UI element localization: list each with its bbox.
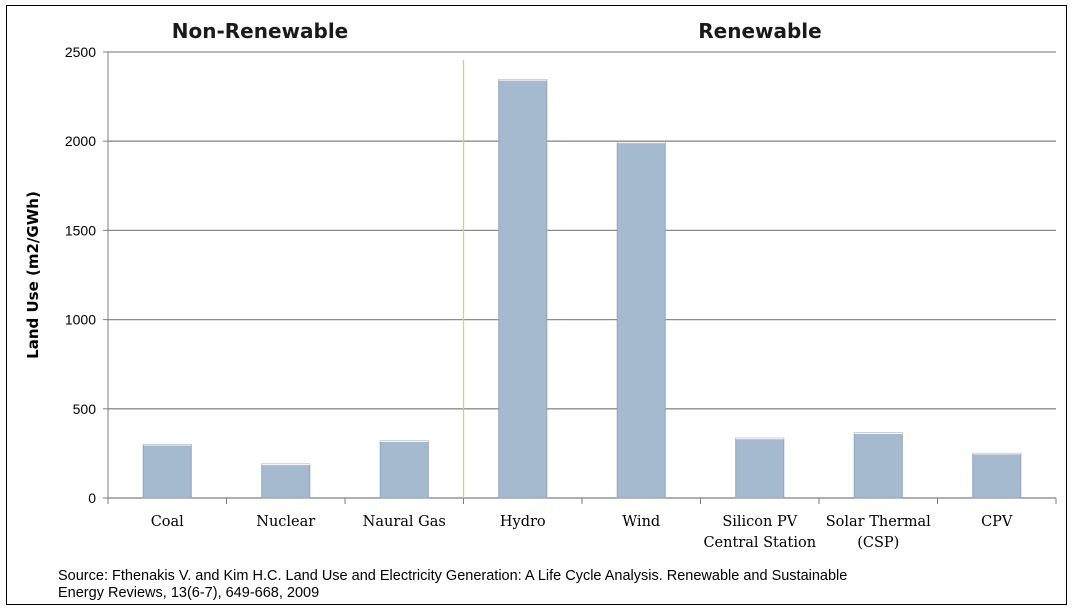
x-category-label-1: Nuclear <box>256 514 315 530</box>
x-category-label-0: Coal <box>151 514 184 530</box>
bar-3 <box>498 79 548 499</box>
y-tick-label-500: 500 <box>73 401 97 417</box>
chart-frame <box>6 5 1067 605</box>
x-category-label-line: Silicon PV <box>722 514 797 530</box>
bar-2 <box>379 440 429 499</box>
x-category-label-line: (CSP) <box>857 535 899 551</box>
x-category-label-line: Nuclear <box>256 514 315 530</box>
bar-4 <box>616 141 666 499</box>
bar-7 <box>972 452 1022 499</box>
x-category-label-6: Solar Thermal (CSP) <box>826 514 931 551</box>
x-category-label-7: CPV <box>981 514 1013 530</box>
bar-0 <box>142 443 192 499</box>
x-category-label-5: Silicon PV Central Station <box>703 514 816 551</box>
x-category-label-line: Hydro <box>500 514 546 530</box>
y-tick-label-0: 0 <box>88 490 96 506</box>
x-category-label-3: Hydro <box>500 514 546 530</box>
group-header-1: Renewable <box>698 19 821 43</box>
y-tick-label-2000: 2000 <box>65 133 96 149</box>
y-tick-label-2500: 2500 <box>65 44 96 60</box>
x-category-label-line: Solar Thermal <box>826 514 931 530</box>
x-category-label-2: Naural Gas <box>363 514 446 530</box>
group-header-0: Non-Renewable <box>172 19 349 43</box>
source-line-2: Energy Reviews, 13(6-7), 649-668, 2009 <box>58 585 320 601</box>
source-citation: Source: Fthenakis V. and Kim H.C. Land U… <box>58 568 1018 602</box>
x-category-label-line: Central Station <box>703 535 816 551</box>
source-line-1: Source: Fthenakis V. and Kim H.C. Land U… <box>58 568 848 584</box>
x-category-label-line: Naural Gas <box>363 514 446 530</box>
bar-1 <box>261 463 311 499</box>
bar-5 <box>735 437 785 499</box>
x-category-label-line: CPV <box>981 514 1013 530</box>
y-tick-label-1500: 1500 <box>65 222 96 238</box>
y-axis-title: Land Use (m2/GWh) <box>24 191 42 359</box>
x-category-label-line: Coal <box>151 514 184 530</box>
x-category-label-line: Wind <box>622 514 660 530</box>
x-category-label-4: Wind <box>622 514 660 530</box>
y-tick-label-1000: 1000 <box>65 312 96 328</box>
bar-6 <box>853 432 903 499</box>
